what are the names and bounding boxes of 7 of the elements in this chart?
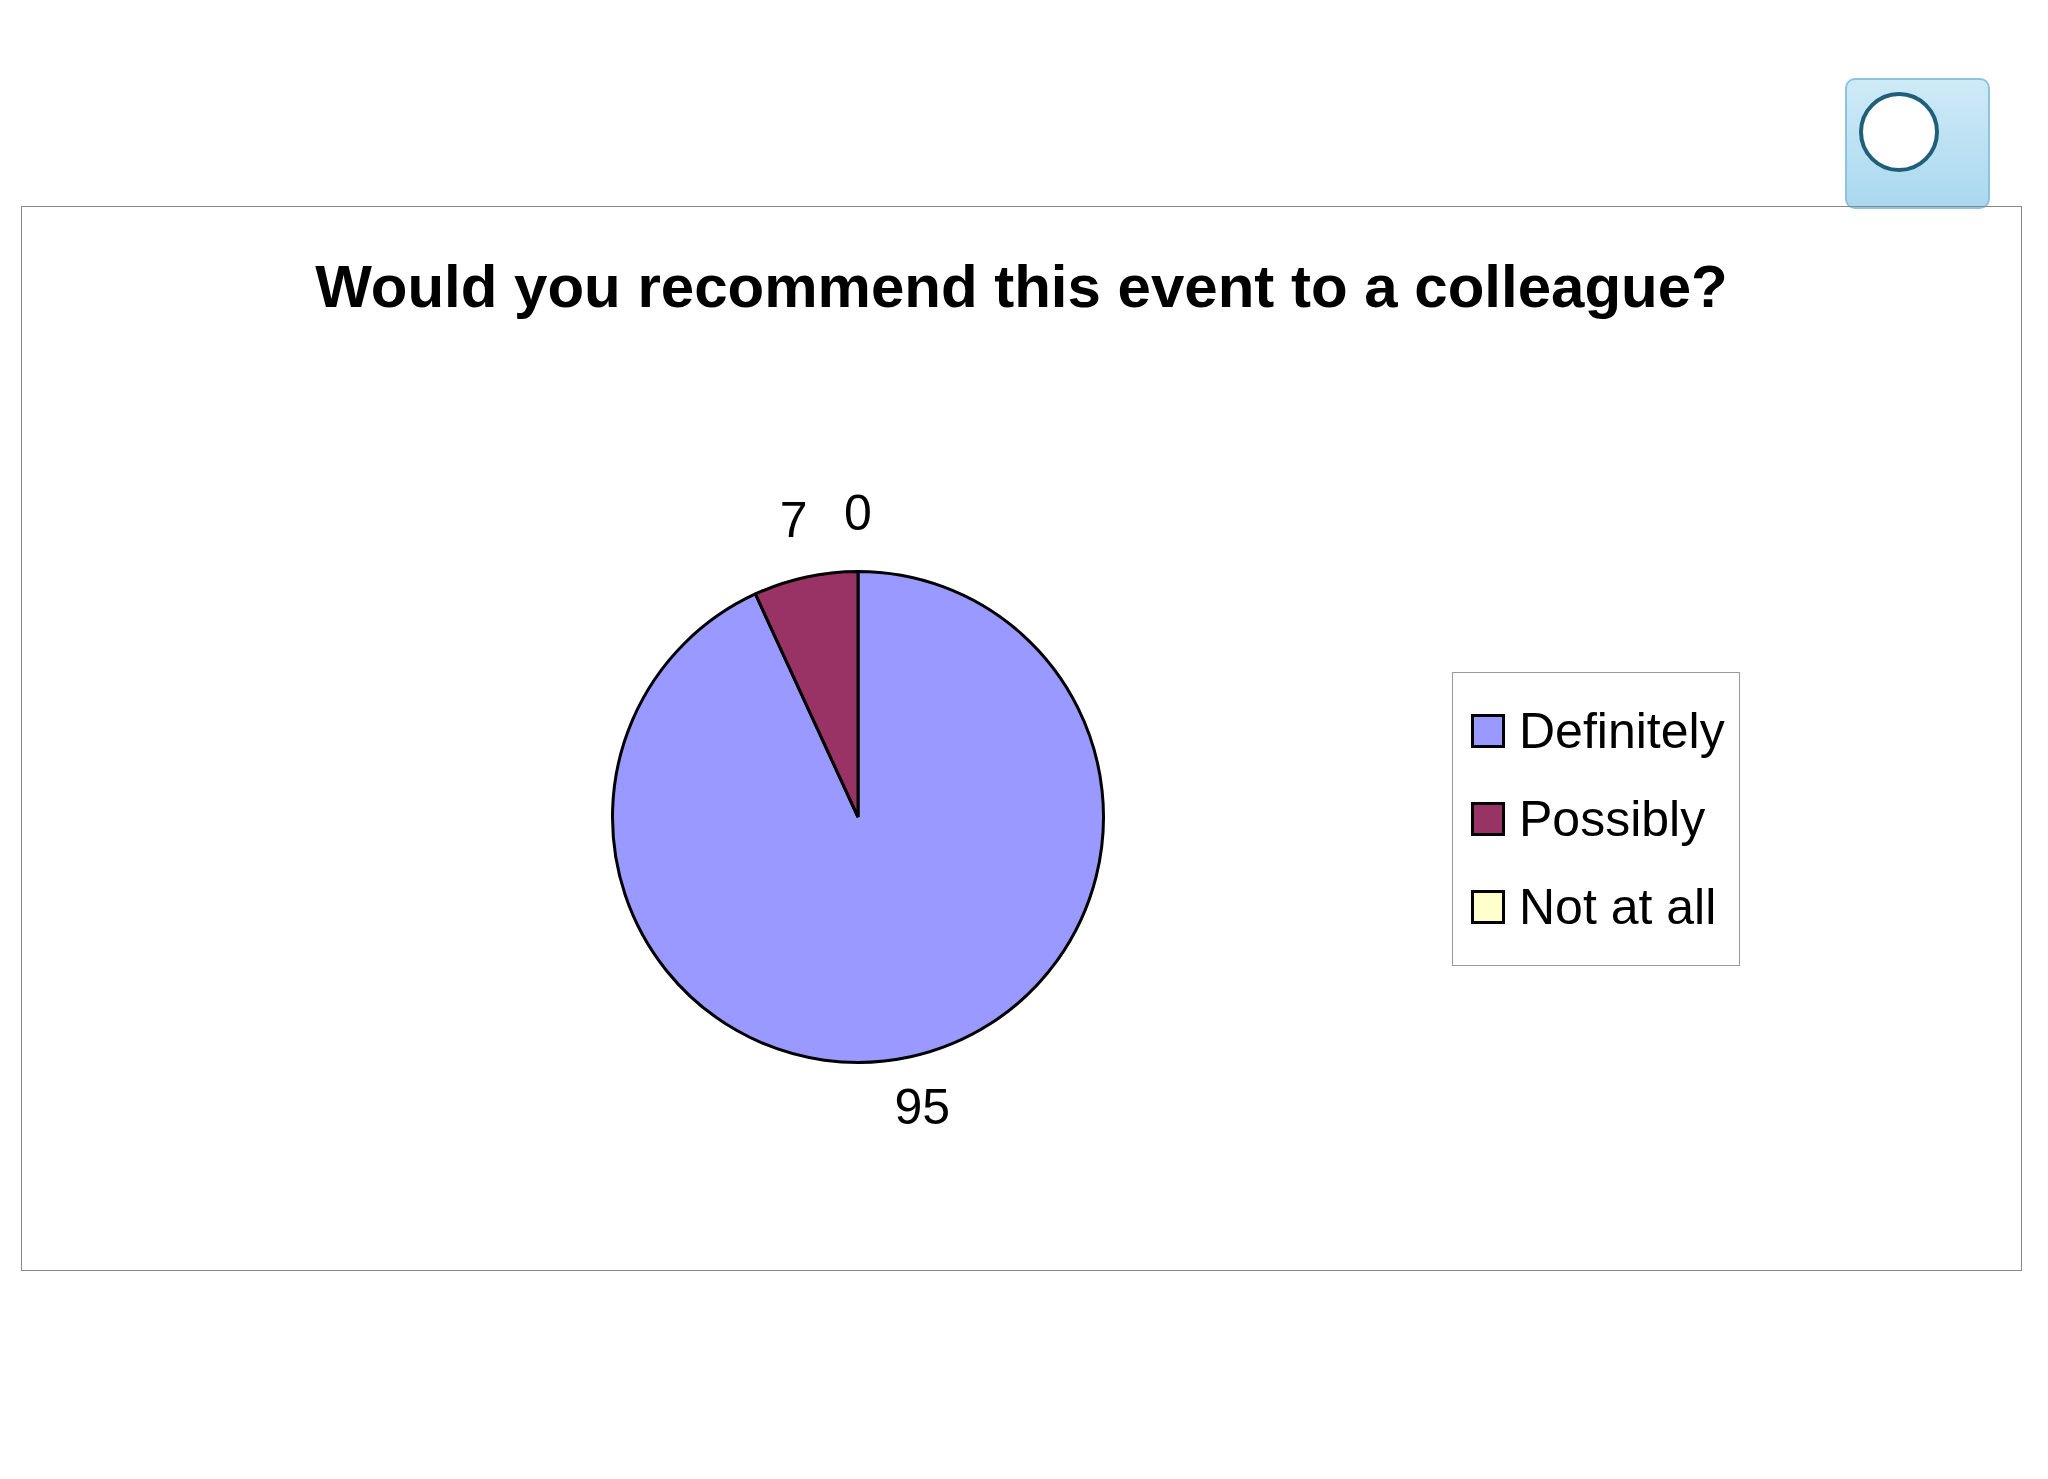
legend-label: Possibly	[1519, 790, 1706, 848]
data-label: 95	[894, 1079, 951, 1136]
text: 0	[844, 485, 872, 542]
legend-label: Definitely	[1519, 702, 1725, 760]
legend-label: Not at all	[1519, 878, 1717, 936]
chart-title: Would you recommend this event to a colleague?	[314, 252, 1729, 321]
data-label: 7	[779, 492, 808, 549]
